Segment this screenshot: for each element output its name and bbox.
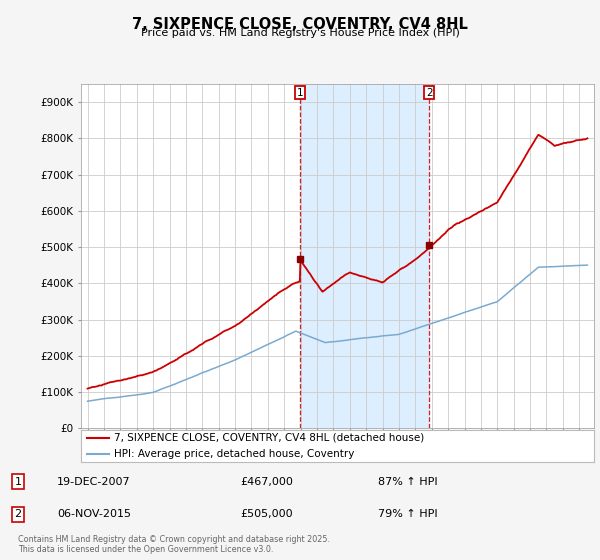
Text: 2: 2 xyxy=(14,509,22,519)
Text: 79% ↑ HPI: 79% ↑ HPI xyxy=(378,509,437,519)
Text: 7, SIXPENCE CLOSE, COVENTRY, CV4 8HL: 7, SIXPENCE CLOSE, COVENTRY, CV4 8HL xyxy=(132,17,468,32)
Text: HPI: Average price, detached house, Coventry: HPI: Average price, detached house, Cove… xyxy=(115,449,355,459)
Text: Price paid vs. HM Land Registry's House Price Index (HPI): Price paid vs. HM Land Registry's House … xyxy=(140,28,460,38)
Bar xyxy=(300,84,429,428)
Text: £467,000: £467,000 xyxy=(240,477,293,487)
Text: 2: 2 xyxy=(426,87,433,97)
Text: 87% ↑ HPI: 87% ↑ HPI xyxy=(378,477,437,487)
Text: 1: 1 xyxy=(296,87,303,97)
Text: Contains HM Land Registry data © Crown copyright and database right 2025.
This d: Contains HM Land Registry data © Crown c… xyxy=(18,535,330,554)
Text: 19-DEC-2007: 19-DEC-2007 xyxy=(57,477,131,487)
Text: 1: 1 xyxy=(14,477,22,487)
Text: £505,000: £505,000 xyxy=(240,509,293,519)
Text: 06-NOV-2015: 06-NOV-2015 xyxy=(57,509,131,519)
Text: 7, SIXPENCE CLOSE, COVENTRY, CV4 8HL (detached house): 7, SIXPENCE CLOSE, COVENTRY, CV4 8HL (de… xyxy=(115,433,425,443)
